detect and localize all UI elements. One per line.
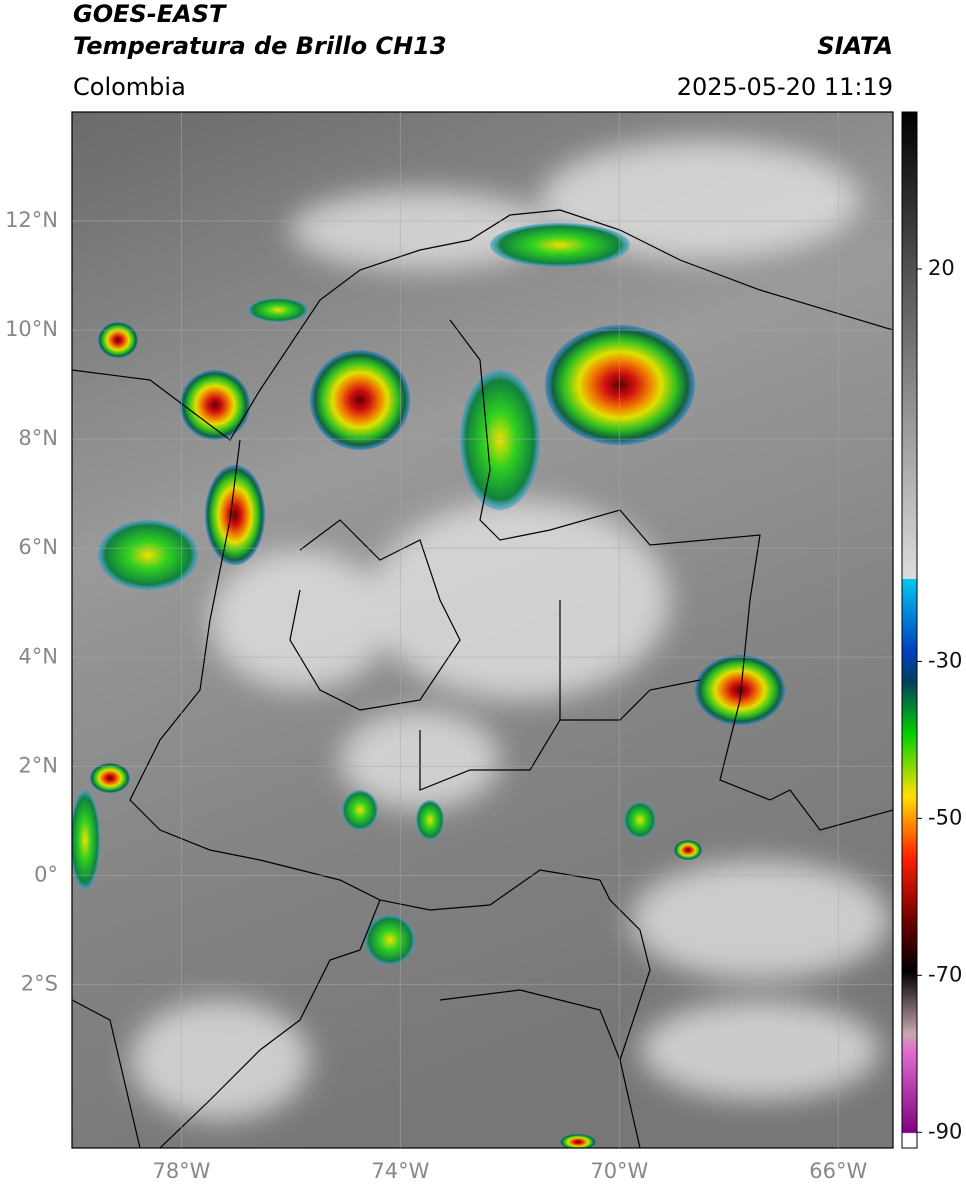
subtitle: Temperatura de Brillo CH13 [73,32,447,60]
y-tick-label: 12°N [5,208,58,232]
x-tick-label: 70°W [590,1159,648,1183]
map-frame [71,111,894,1149]
y-tick-label: 2°N [18,753,58,777]
y-tick-label: 2°S [21,971,58,995]
x-tick-label: 78°W [152,1159,210,1183]
y-tick-label: 6°N [18,535,58,559]
x-tick-label: 74°W [371,1159,429,1183]
title: GOES-EAST [73,0,227,28]
y-tick-label: 8°N [18,426,58,450]
y-tick-label: 4°N [18,644,58,668]
colorbar-tick-label: -90 [928,1119,962,1143]
source: SIATA [817,32,893,60]
timestamp: 2025-05-20 11:19 [677,73,893,101]
colorbar-tick-label: 20 [928,256,955,280]
satellite-image [72,112,893,1148]
colorbar [901,111,918,1149]
convective-cells [72,223,785,1148]
colorbar-tick-label: -70 [928,962,962,986]
y-tick-label: 10°N [5,317,58,341]
x-tick-label: 66°W [809,1159,867,1183]
colorbar-tick-label: -50 [928,805,962,829]
y-tick-label: 0° [34,862,58,886]
colorbar-tick-label: -30 [928,648,962,672]
region: Colombia [73,73,186,101]
borders [72,209,893,1148]
